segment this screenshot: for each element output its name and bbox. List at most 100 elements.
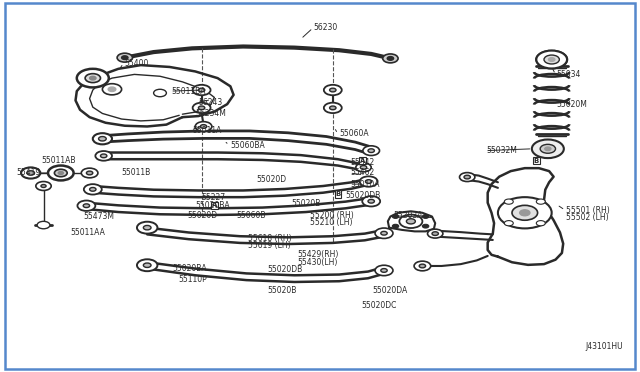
Circle shape bbox=[193, 85, 211, 95]
Text: 55011BA: 55011BA bbox=[172, 87, 206, 96]
Text: B: B bbox=[534, 158, 539, 164]
Text: 55342: 55342 bbox=[351, 158, 375, 167]
Text: 55430(LH): 55430(LH) bbox=[298, 258, 338, 267]
Text: 56243: 56243 bbox=[198, 98, 223, 107]
Text: 55011AA: 55011AA bbox=[70, 228, 105, 237]
Circle shape bbox=[375, 228, 393, 238]
Text: 55060A: 55060A bbox=[339, 129, 369, 138]
Circle shape bbox=[381, 231, 387, 235]
Text: 55020B: 55020B bbox=[291, 199, 321, 208]
Circle shape bbox=[532, 140, 564, 158]
Text: 56230: 56230 bbox=[314, 23, 338, 32]
Text: 55020DB: 55020DB bbox=[268, 265, 303, 274]
Circle shape bbox=[27, 171, 35, 175]
Circle shape bbox=[21, 167, 40, 179]
Circle shape bbox=[324, 103, 342, 113]
Circle shape bbox=[363, 146, 380, 155]
Circle shape bbox=[392, 215, 399, 218]
Circle shape bbox=[422, 215, 429, 218]
Circle shape bbox=[137, 259, 157, 271]
Text: 55473M: 55473M bbox=[83, 212, 114, 221]
Circle shape bbox=[99, 137, 106, 141]
Circle shape bbox=[548, 58, 555, 61]
Circle shape bbox=[102, 84, 122, 95]
Text: 55010A: 55010A bbox=[351, 180, 380, 189]
Circle shape bbox=[362, 196, 380, 206]
Text: 55020BA: 55020BA bbox=[195, 201, 230, 210]
Text: 55210 (LH): 55210 (LH) bbox=[310, 218, 353, 227]
Circle shape bbox=[154, 89, 166, 97]
Circle shape bbox=[324, 85, 342, 95]
Text: 55020D: 55020D bbox=[256, 175, 286, 184]
Circle shape bbox=[414, 261, 431, 271]
Circle shape bbox=[58, 171, 63, 174]
Circle shape bbox=[81, 168, 98, 178]
Circle shape bbox=[498, 197, 552, 228]
Circle shape bbox=[137, 222, 157, 234]
Circle shape bbox=[383, 54, 398, 63]
Circle shape bbox=[368, 149, 374, 153]
Circle shape bbox=[193, 103, 211, 113]
Circle shape bbox=[419, 264, 426, 268]
Circle shape bbox=[143, 225, 151, 230]
Circle shape bbox=[406, 219, 415, 224]
Text: A: A bbox=[212, 202, 217, 208]
Text: 55011B: 55011B bbox=[122, 169, 151, 177]
Text: 55020D: 55020D bbox=[188, 211, 218, 219]
Circle shape bbox=[387, 57, 394, 60]
Circle shape bbox=[544, 55, 559, 64]
Text: 55203A: 55203A bbox=[394, 211, 423, 220]
Circle shape bbox=[545, 147, 551, 151]
Circle shape bbox=[117, 53, 132, 62]
Circle shape bbox=[504, 199, 513, 204]
Text: 55227: 55227 bbox=[202, 193, 226, 202]
Text: 55400: 55400 bbox=[125, 59, 149, 68]
Circle shape bbox=[83, 204, 90, 208]
Circle shape bbox=[399, 215, 422, 228]
Circle shape bbox=[108, 87, 116, 92]
Circle shape bbox=[360, 166, 367, 169]
Circle shape bbox=[200, 125, 207, 128]
Circle shape bbox=[392, 224, 399, 228]
Text: 55110P: 55110P bbox=[178, 275, 207, 284]
Text: 55020DA: 55020DA bbox=[372, 286, 408, 295]
Circle shape bbox=[365, 180, 372, 183]
Circle shape bbox=[356, 163, 371, 172]
Circle shape bbox=[540, 144, 556, 153]
Circle shape bbox=[93, 133, 112, 144]
Circle shape bbox=[330, 106, 336, 110]
Circle shape bbox=[464, 175, 470, 179]
Text: 56234M: 56234M bbox=[195, 109, 226, 118]
Text: 55502 (LH): 55502 (LH) bbox=[566, 213, 609, 222]
Circle shape bbox=[84, 184, 102, 195]
Text: J43101HU: J43101HU bbox=[586, 342, 623, 351]
Text: 55032M: 55032M bbox=[486, 146, 517, 155]
Circle shape bbox=[77, 69, 109, 87]
Text: 55501 (RH): 55501 (RH) bbox=[566, 206, 610, 215]
Circle shape bbox=[368, 199, 374, 203]
Circle shape bbox=[95, 151, 112, 161]
Circle shape bbox=[432, 232, 438, 235]
Text: 55034: 55034 bbox=[557, 70, 581, 79]
Circle shape bbox=[460, 173, 475, 182]
Circle shape bbox=[122, 56, 128, 60]
Circle shape bbox=[90, 76, 96, 80]
Text: A: A bbox=[360, 158, 365, 164]
Circle shape bbox=[36, 182, 51, 190]
Circle shape bbox=[85, 74, 100, 83]
Circle shape bbox=[381, 269, 387, 272]
Circle shape bbox=[37, 221, 50, 229]
Circle shape bbox=[512, 205, 538, 220]
Text: 55060B: 55060B bbox=[237, 211, 266, 219]
Circle shape bbox=[375, 265, 393, 276]
Circle shape bbox=[90, 187, 96, 191]
Circle shape bbox=[428, 229, 443, 238]
Text: 55060BA: 55060BA bbox=[230, 141, 265, 150]
Circle shape bbox=[504, 221, 513, 226]
Circle shape bbox=[520, 210, 530, 216]
Circle shape bbox=[330, 88, 336, 92]
Circle shape bbox=[536, 199, 545, 204]
Circle shape bbox=[41, 185, 46, 187]
Text: 55429(RH): 55429(RH) bbox=[298, 250, 339, 259]
Text: 55619 (LH): 55619 (LH) bbox=[248, 241, 291, 250]
